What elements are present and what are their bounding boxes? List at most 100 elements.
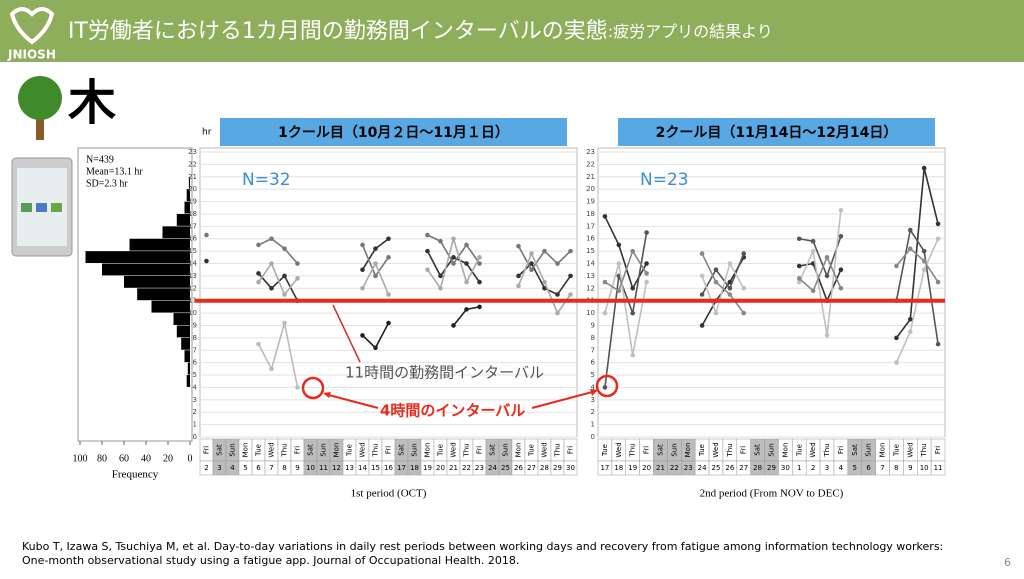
tree-crown <box>18 76 62 120</box>
title-sub: :疲労アプリの結果より <box>608 22 773 41</box>
data-point <box>727 279 733 285</box>
data-point <box>282 320 287 326</box>
y-tick-label: 14 <box>188 260 197 268</box>
y-tick-label: 13 <box>188 272 197 280</box>
series-line <box>257 322 299 388</box>
date-label: 26 <box>725 464 734 472</box>
data-point <box>741 286 747 291</box>
date-label: 21 <box>449 464 458 472</box>
data-point <box>451 261 456 266</box>
data-point <box>373 246 378 251</box>
data-point <box>894 360 899 365</box>
data-point <box>713 267 719 273</box>
data-point <box>727 292 733 297</box>
title-main: IT労働者における1カ月間の勤務間インターバルの実態 <box>68 19 608 44</box>
annotation-11h: 11時間の勤務間インターバル <box>345 364 544 382</box>
data-point <box>616 288 622 294</box>
weekday-label: Thu <box>726 443 734 457</box>
data-point <box>477 255 482 260</box>
y-tick-label: 16 <box>188 235 197 243</box>
stat-text: SD=2.3 hr <box>86 178 128 189</box>
date-label: 17 <box>600 464 609 472</box>
date-label: 26 <box>514 464 523 472</box>
x-tick-label: 0 <box>188 453 193 464</box>
data-point <box>602 385 608 390</box>
date-label: 9 <box>295 464 299 472</box>
data-point <box>921 267 927 273</box>
data-point <box>908 316 913 322</box>
y-tick-label: 17 <box>188 222 197 230</box>
x-axis-label: 1st period (OCT) <box>351 488 427 500</box>
histogram-bar <box>184 350 190 363</box>
logo-mark <box>9 7 55 45</box>
annotation-4h: 4時間のインターバル <box>380 402 525 420</box>
data-point <box>438 273 443 279</box>
data-point <box>644 261 649 266</box>
date-label: 16 <box>384 464 393 472</box>
data-point <box>568 273 573 279</box>
series-line <box>604 227 939 388</box>
date-label: 11 <box>319 464 328 472</box>
date-label: 13 <box>345 464 354 472</box>
date-label: 9 <box>908 464 912 472</box>
weekday-label: Sat <box>851 444 859 456</box>
data-point <box>568 292 573 297</box>
date-label: 5 <box>853 464 857 472</box>
x-axis-label: 2nd period (From NOV to DEC) <box>700 488 844 500</box>
data-point <box>810 238 816 244</box>
data-point <box>555 310 560 316</box>
y-tick-label: 9 <box>591 321 595 329</box>
data-point <box>295 276 300 281</box>
weekday-label: Sat <box>398 444 406 456</box>
y-tick-label: 18 <box>586 210 595 218</box>
data-point <box>935 341 941 347</box>
weekday-label: Wed <box>809 442 817 457</box>
data-point <box>921 248 927 254</box>
data-point <box>451 236 456 242</box>
data-point <box>282 246 287 251</box>
data-point <box>204 232 209 238</box>
y-tick-label: 3 <box>193 396 197 404</box>
date-label: 10 <box>920 464 929 472</box>
date-label: 3 <box>825 464 829 472</box>
date-label: 4 <box>230 464 235 472</box>
chart-title: 1クール目（10月２日～11月１日） <box>278 125 509 141</box>
data-point <box>921 165 927 171</box>
data-point <box>810 248 816 254</box>
data-point <box>838 267 844 273</box>
date-label: 14 <box>358 464 367 472</box>
x-tick-label: 80 <box>97 453 107 464</box>
data-point <box>644 230 649 235</box>
data-point <box>282 273 287 279</box>
weekday-label: Sat <box>489 444 497 456</box>
histogram-bar <box>187 362 190 375</box>
date-label: 18 <box>410 464 419 472</box>
data-point <box>838 207 844 213</box>
date-label: 1 <box>797 464 801 472</box>
y-tick-label: 11 <box>188 297 197 305</box>
data-point <box>935 221 941 227</box>
pointer-line <box>332 304 361 363</box>
arrow <box>324 393 379 409</box>
data-point <box>516 273 521 279</box>
arrow-head <box>590 389 598 396</box>
weekday-label: Fri <box>203 446 211 454</box>
y-tick-label: 14 <box>586 260 595 268</box>
data-point <box>269 236 274 242</box>
data-point <box>796 276 802 281</box>
date-label: 24 <box>488 464 497 472</box>
data-point <box>516 243 521 249</box>
weekday-label: Tue <box>892 444 900 457</box>
date-label: 24 <box>698 464 707 472</box>
logo-text: JNIOSH <box>7 48 56 62</box>
x-tick-label: 60 <box>119 453 129 464</box>
date-label: 8 <box>282 464 286 472</box>
date-label: 3 <box>217 464 221 472</box>
data-point <box>824 255 830 260</box>
data-point <box>602 310 608 316</box>
data-point <box>256 271 261 276</box>
data-point <box>894 335 899 341</box>
y-tick-label: 8 <box>591 334 595 342</box>
weekday-label: Thu <box>554 443 562 457</box>
